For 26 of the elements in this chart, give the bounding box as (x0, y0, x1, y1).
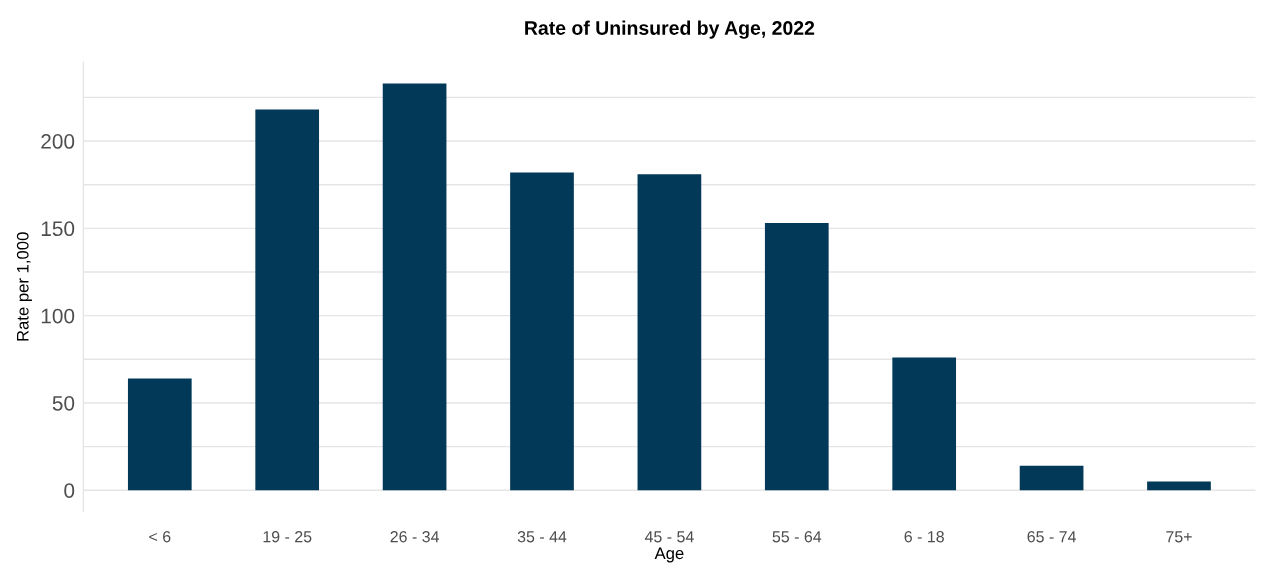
x-tick-label: 65 - 74 (1027, 531, 1076, 543)
bar (382, 83, 447, 491)
bar (255, 109, 320, 491)
x-tick-label: 45 - 54 (644, 531, 694, 543)
x-tick-label: 35 - 44 (517, 531, 567, 543)
y-tick-label: 50 (52, 395, 75, 411)
x-tick-label: 26 - 34 (390, 531, 439, 543)
x-tick-label: 55 - 64 (772, 531, 822, 543)
y-tick-label: 0 (64, 483, 75, 498)
x-tick-label: 75+ (1166, 531, 1192, 543)
chart-title: Rate of Uninsured by Age, 2022 (525, 20, 815, 39)
bar (1019, 465, 1084, 491)
bar (892, 357, 957, 491)
bar (764, 223, 829, 491)
x-tick-label: 19 - 25 (263, 531, 312, 543)
x-axis-title: Age (654, 547, 684, 563)
y-axis-title: Rate per 1,000 (16, 232, 32, 341)
y-tick-label: 150 (41, 221, 75, 237)
x-tick-label: 6 - 18 (904, 531, 944, 543)
bar (510, 172, 574, 491)
y-tick-label: 200 (41, 134, 75, 149)
bar (637, 174, 702, 491)
x-tick-label: < 6 (149, 531, 171, 543)
bar (127, 378, 192, 491)
y-tick-label: 100 (41, 308, 75, 324)
bar (1147, 481, 1211, 491)
